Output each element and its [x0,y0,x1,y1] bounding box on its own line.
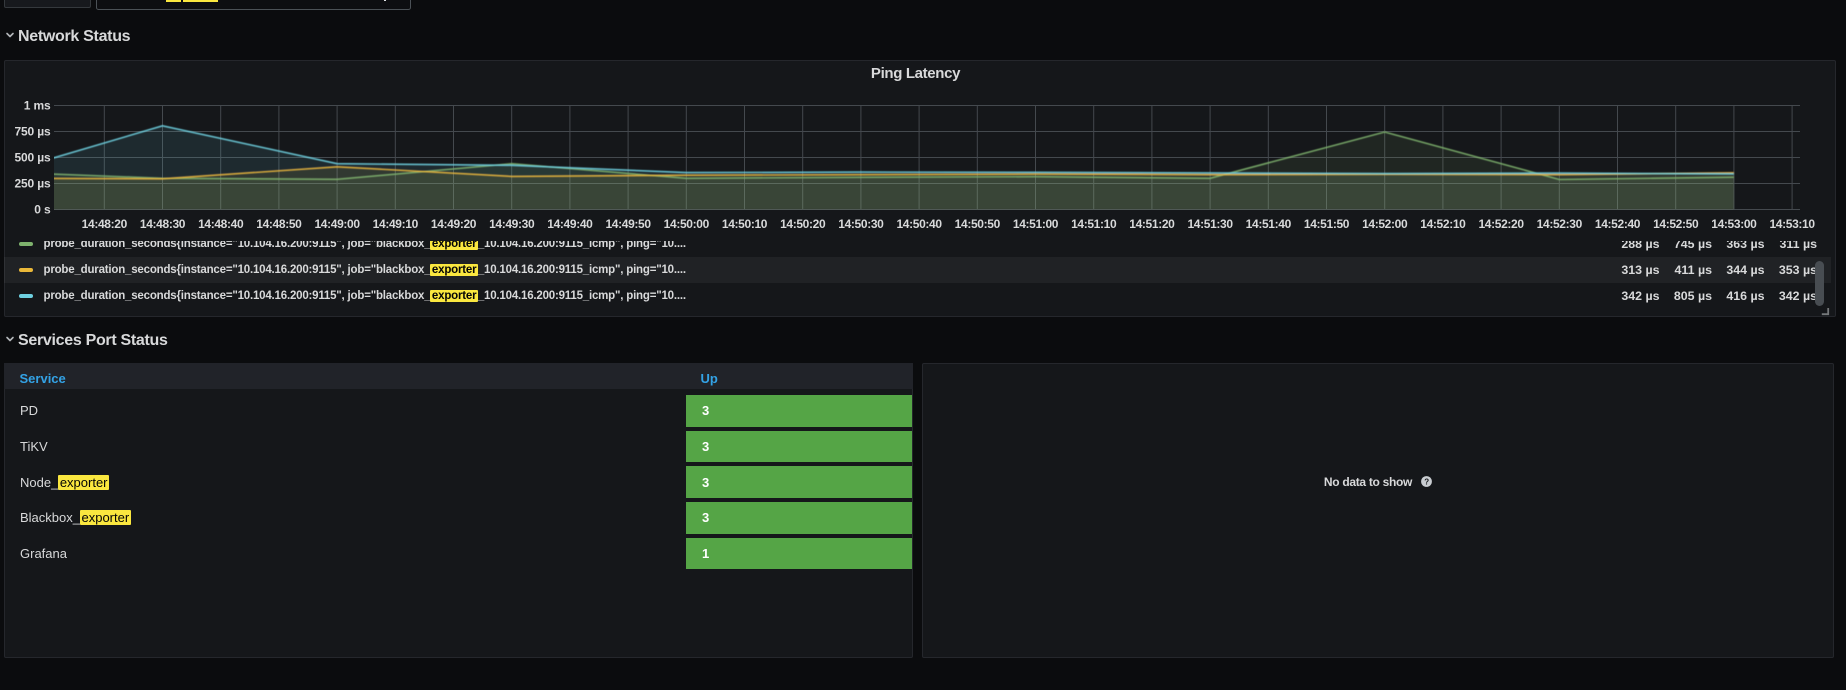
svg-text:?: ? [1424,477,1429,486]
svg-text:14:52:00: 14:52:00 [1362,217,1408,231]
svg-text:14:51:30: 14:51:30 [1187,217,1233,231]
svg-text:14:49:00: 14:49:00 [314,217,360,231]
svg-text:14:51:20: 14:51:20 [1129,217,1175,231]
svg-text:14:49:40: 14:49:40 [547,217,593,231]
svg-text:14:49:30: 14:49:30 [489,217,535,231]
svg-text:14:53:10: 14:53:10 [1769,217,1815,231]
svg-text:14:49:10: 14:49:10 [373,217,419,231]
svg-text:14:48:20: 14:48:20 [82,217,128,231]
svg-text:14:49:50: 14:49:50 [605,217,651,231]
svg-text:14:48:30: 14:48:30 [140,217,186,231]
svg-text:14:50:40: 14:50:40 [896,217,942,231]
svg-text:14:52:30: 14:52:30 [1537,217,1583,231]
svg-text:250 µs: 250 µs [14,177,51,191]
svg-text:14:52:20: 14:52:20 [1478,217,1524,231]
svg-text:500 µs: 500 µs [14,151,51,165]
svg-text:14:51:50: 14:51:50 [1304,217,1350,231]
svg-text:14:51:10: 14:51:10 [1071,217,1117,231]
svg-text:14:49:20: 14:49:20 [431,217,477,231]
svg-text:14:51:00: 14:51:00 [1013,217,1059,231]
svg-text:14:52:40: 14:52:40 [1595,217,1641,231]
svg-text:14:50:50: 14:50:50 [955,217,1001,231]
svg-text:14:50:10: 14:50:10 [722,217,768,231]
svg-text:14:53:00: 14:53:00 [1711,217,1757,231]
svg-text:14:50:20: 14:50:20 [780,217,826,231]
svg-text:14:52:50: 14:52:50 [1653,217,1699,231]
svg-text:14:48:50: 14:48:50 [256,217,302,231]
svg-text:14:51:40: 14:51:40 [1246,217,1292,231]
svg-text:14:52:10: 14:52:10 [1420,217,1466,231]
svg-text:1 ms: 1 ms [24,99,51,113]
svg-text:14:50:30: 14:50:30 [838,217,884,231]
svg-text:14:50:00: 14:50:00 [664,217,710,231]
svg-text:0 s: 0 s [34,203,51,217]
svg-text:14:48:40: 14:48:40 [198,217,244,231]
svg-text:750 µs: 750 µs [14,125,51,139]
